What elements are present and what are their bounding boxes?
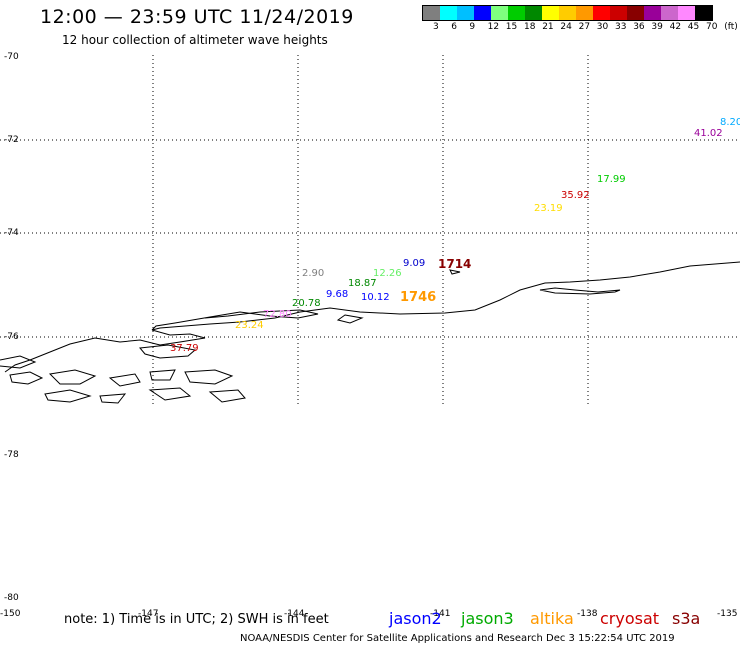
color-scale-label: 30 [596, 22, 609, 32]
color-swatch [440, 6, 457, 20]
lon-label: -135 [717, 609, 738, 619]
units-note: note: 1) Time is in UTC; 2) SWH is in fe… [64, 612, 329, 627]
color-swatch [678, 6, 695, 20]
color-swatch [661, 6, 678, 20]
color-scale-label: 70 [706, 22, 718, 32]
coastline [0, 261, 740, 404]
color-swatch [593, 6, 610, 20]
color-swatch [559, 6, 576, 20]
lat-label: -72 [4, 135, 19, 145]
color-scale-label: 12 [487, 22, 500, 32]
wave-height-value: 2.90 [302, 268, 325, 279]
color-scale-label: 15 [505, 22, 518, 32]
color-scale-label: 39 [651, 22, 663, 32]
wave-height-value: 35.92 [561, 190, 590, 201]
wave-height-value: 12.26 [373, 268, 402, 279]
color-scale-legend [422, 5, 713, 21]
color-scale-label: 24 [560, 22, 572, 32]
color-scale-label: 42 [669, 22, 682, 32]
lat-label: -78 [4, 450, 19, 460]
color-scale-label: 45 [687, 22, 700, 32]
color-scale-labels: 3 6 9 12 15 18 21 24 27 30 33 36 39 42 45 70 (ft) [422, 22, 740, 34]
wave-height-value: 41.02 [694, 128, 723, 139]
color-scale-label: 36 [633, 22, 645, 32]
satellite-label-jason3: jason3 [461, 609, 514, 628]
lon-label: -141 [430, 609, 451, 619]
color-scale-label: 33 [615, 22, 627, 32]
color-swatch [644, 6, 661, 20]
color-swatch [508, 6, 525, 20]
color-scale-label: 27 [578, 22, 591, 32]
color-scale-label: (ft) [724, 22, 738, 32]
lon-label: -150 [0, 609, 21, 619]
color-scale-label: 3 [433, 22, 439, 32]
wave-height-value: 10.12 [361, 292, 390, 303]
credit-line: NOAA/NESDIS Center for Satellite Applica… [240, 633, 675, 644]
wave-height-value: 17.99 [597, 174, 626, 185]
wave-height-value: 9.09 [403, 258, 426, 269]
wave-height-value: 18.87 [348, 278, 377, 289]
color-swatch [525, 6, 542, 20]
time-label: 1714 [438, 257, 472, 271]
time-label: 1746 [400, 290, 437, 305]
wave-height-value: 72.80 [263, 309, 292, 320]
satellite-label-jason2: jason2 [389, 609, 442, 628]
color-scale-label: 21 [542, 22, 554, 32]
lat-label: -80 [4, 593, 19, 603]
lat-label: -70 [4, 52, 19, 62]
color-scale-label: 6 [451, 22, 457, 32]
color-swatch [491, 6, 508, 20]
wave-height-value: 23.19 [534, 203, 563, 214]
wave-height-value: 37.79 [170, 343, 199, 354]
wave-height-value: 23.24 [235, 320, 264, 331]
graticule [0, 55, 740, 405]
lat-label: -74 [4, 228, 19, 238]
lon-label: -144 [284, 609, 305, 619]
color-swatch [474, 6, 491, 20]
color-scale-label: 18 [524, 22, 536, 32]
satellite-label-s3a: s3a [672, 609, 701, 628]
wave-height-value: 9.68 [326, 289, 349, 300]
color-swatch [695, 6, 712, 20]
wave-height-value: 8.20 [720, 117, 740, 128]
lon-label: -147 [138, 609, 159, 619]
lat-label: -76 [4, 332, 19, 342]
wave-height-value: 20.78 [292, 298, 321, 309]
color-scale-label: 9 [469, 22, 476, 32]
lon-label: -138 [577, 609, 598, 619]
color-swatch [423, 6, 440, 20]
satellite-label-altika: altika [530, 609, 574, 628]
map-title: 12:00 — 23:59 UTC 11/24/2019 [40, 6, 354, 28]
color-swatch [610, 6, 627, 20]
satellite-label-cryosat: cryosat [600, 609, 660, 628]
map-subtitle: 12 hour collection of altimeter wave hei… [62, 33, 328, 47]
color-swatch [576, 6, 593, 20]
color-swatch [457, 6, 474, 20]
color-swatch [627, 6, 644, 20]
color-swatch [542, 6, 559, 20]
